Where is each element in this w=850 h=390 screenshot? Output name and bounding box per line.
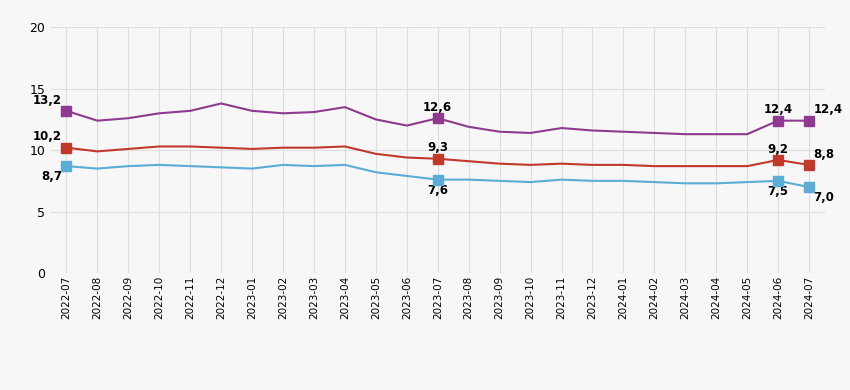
Text: 7,5: 7,5: [768, 185, 789, 198]
Text: 10,2: 10,2: [33, 130, 62, 144]
Text: 12,4: 12,4: [813, 103, 843, 116]
Text: 9,3: 9,3: [428, 142, 448, 154]
Text: 7,0: 7,0: [813, 191, 835, 204]
Text: 13,2: 13,2: [33, 94, 62, 106]
Text: 9,2: 9,2: [768, 143, 789, 156]
Text: 8,8: 8,8: [813, 147, 835, 161]
Text: 12,4: 12,4: [763, 103, 793, 116]
Text: 12,6: 12,6: [423, 101, 452, 114]
Text: 8,7: 8,7: [41, 170, 62, 183]
Text: 7,6: 7,6: [428, 184, 448, 197]
